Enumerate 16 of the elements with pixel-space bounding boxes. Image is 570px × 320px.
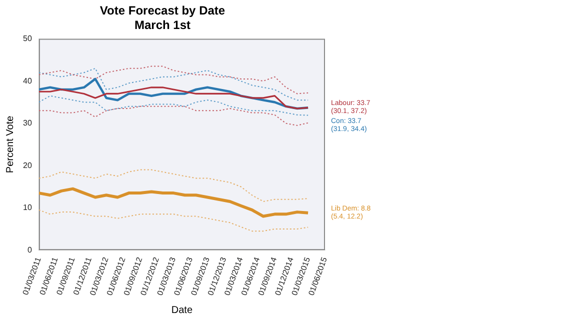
line-series [38, 68, 309, 101]
line-series [38, 95, 309, 116]
line-series [38, 66, 309, 94]
chart-subtitle: March 1st [134, 18, 191, 32]
y-tick-label: 30 [22, 118, 32, 128]
chart-title: Vote Forecast by Date [100, 4, 226, 18]
y-tick-label: 50 [22, 34, 32, 44]
line-series [38, 169, 309, 202]
y-tick-label: 40 [22, 76, 32, 86]
x-axis-title: Date [171, 304, 193, 316]
line-series [38, 106, 309, 126]
y-tick-label: 10 [22, 203, 32, 212]
y-tick-label: 20 [22, 160, 32, 170]
line-series [38, 209, 309, 232]
y-axis-title: Percent Vote [4, 115, 16, 174]
y-tick-label: 0 [27, 245, 32, 254]
